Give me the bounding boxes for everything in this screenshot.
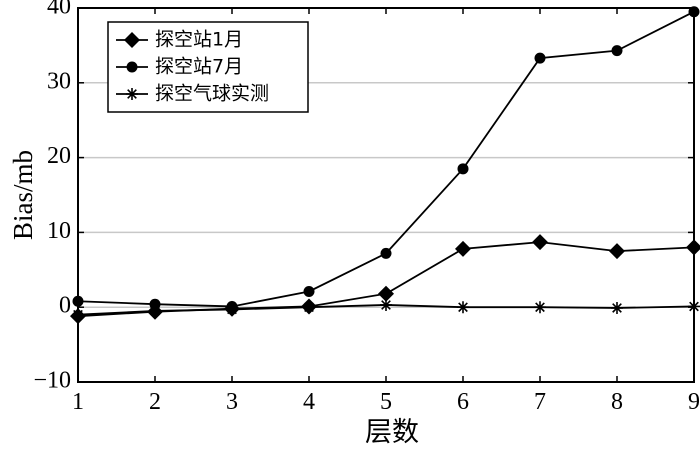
- data-point: [532, 234, 548, 251]
- y-tick-label: 30: [47, 68, 71, 94]
- y-tick-label: 20: [47, 143, 71, 169]
- series-2: [72, 6, 700, 312]
- series-3: [72, 298, 700, 321]
- x-tick-label: 1: [72, 389, 84, 415]
- x-tick-label: 6: [457, 389, 469, 415]
- data-point: [609, 243, 625, 260]
- x-tick-label: 9: [688, 389, 700, 415]
- data-point: [126, 61, 138, 73]
- y-axis-title: Bias/mb: [8, 150, 38, 240]
- x-tick-label: 4: [303, 389, 315, 415]
- y-tick-label: 10: [47, 218, 71, 244]
- data-point: [124, 32, 140, 48]
- data-point: [457, 301, 469, 314]
- data-point: [611, 45, 623, 57]
- data-point: [226, 303, 238, 316]
- data-point: [534, 301, 546, 314]
- legend-label: 探空气球实测: [155, 83, 269, 105]
- x-tick-label: 2: [149, 389, 161, 415]
- data-point: [457, 163, 469, 175]
- grid-lines: [78, 82, 694, 308]
- axis-ticks: −10 0 10 20 30 40 1 2 3 4 5 6 7 8 9: [33, 0, 700, 415]
- data-point: [534, 52, 546, 64]
- legend-label: 探空站1月: [155, 29, 243, 51]
- y-tick-label: 0: [59, 293, 71, 319]
- data-point: [378, 285, 394, 302]
- data-point: [149, 304, 161, 317]
- data-point: [611, 301, 623, 314]
- x-axis-title: 层数: [365, 417, 419, 447]
- data-point: [149, 298, 161, 310]
- x-tick-label: 7: [534, 389, 546, 415]
- x-tick-label: 8: [611, 389, 623, 415]
- data-point: [126, 88, 138, 100]
- y-tick-label: −10: [33, 368, 71, 394]
- x-tick-label: 5: [380, 389, 392, 415]
- y-tick-label: 40: [47, 0, 71, 20]
- data-point: [303, 301, 315, 314]
- data-point: [303, 285, 315, 297]
- x-tick-label: 3: [226, 389, 238, 415]
- data-point: [455, 240, 471, 257]
- data-point: [380, 247, 392, 259]
- data-point: [380, 298, 392, 311]
- legend-label: 探空站7月: [155, 56, 243, 78]
